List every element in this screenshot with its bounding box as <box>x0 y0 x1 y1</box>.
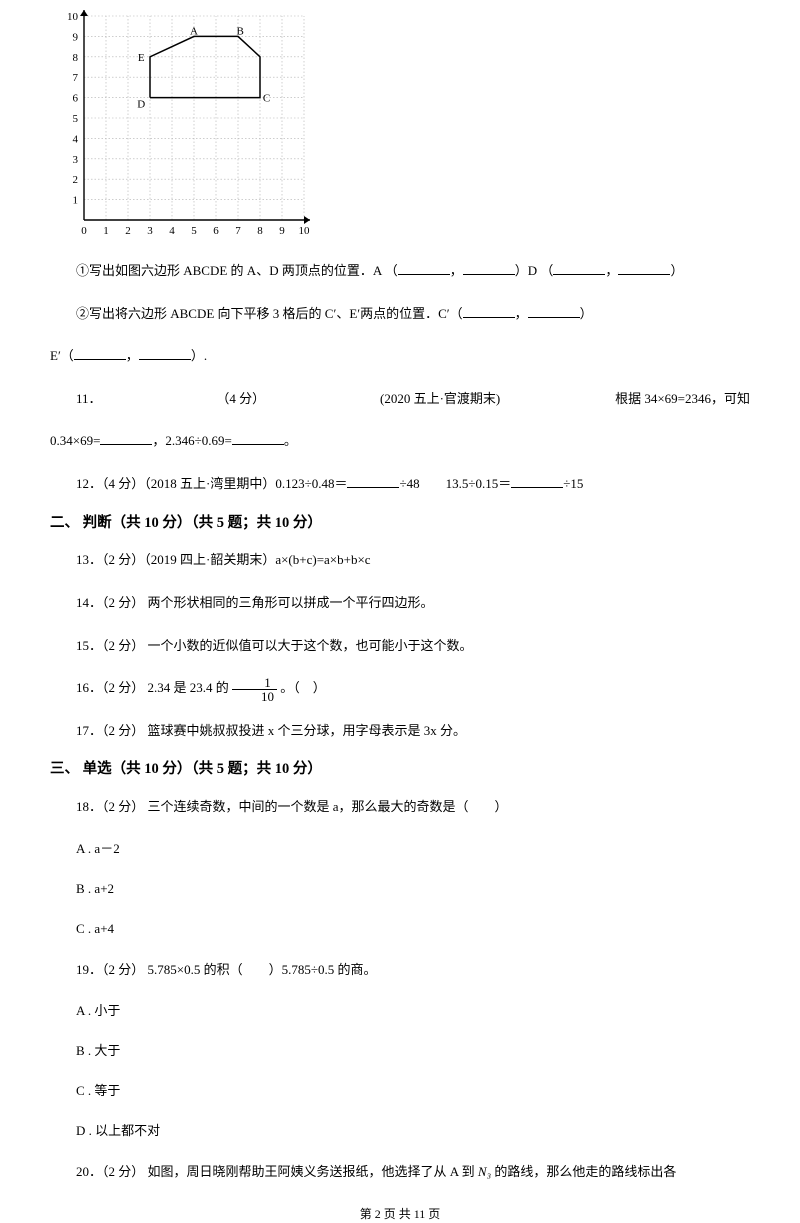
svg-text:6: 6 <box>213 225 219 237</box>
q17: 17．（2 分） 篮球赛中姚叔叔投进 x 个三分球，用字母表示是 3x 分。 <box>50 717 750 746</box>
q11-line1: 11． （4 分） (2020 五上·官渡期末) 根据 34×69=2346，可… <box>50 385 750 414</box>
q11-line2: 0.34×69= ，2.346÷0.69= 。 <box>50 427 750 456</box>
q19-optB: B . 大于 <box>50 1038 750 1064</box>
q20-pre: 20．（2 分） 如图，周日晓刚帮助王阿姨义务送报纸，他选择了从 A 到 <box>76 1164 478 1179</box>
svg-text:9: 9 <box>73 31 79 43</box>
blank <box>618 261 670 275</box>
svg-text:6: 6 <box>73 93 79 105</box>
period: ）. <box>191 348 207 363</box>
svg-text:3: 3 <box>73 154 79 166</box>
q10-e: E′（ <box>50 348 74 363</box>
numerator: 1 <box>232 676 277 690</box>
q13: 13．（2 分）（2019 四上·韶关期末）a×(b+c)=a×b+b×c <box>50 546 750 575</box>
q19-stem: 19．（2 分） 5.785×0.5 的积（ ）5.785÷0.5 的商。 <box>50 956 750 985</box>
q11-2b: ，2.346÷0.69= <box>152 433 231 448</box>
q12-pre: 12．（4 分）（2018 五上·湾里期中）0.123÷0.48＝ <box>76 476 347 491</box>
svg-text:4: 4 <box>73 133 79 145</box>
q10-2-pre: ②写出将六边形 ABCDE 向下平移 3 格后的 C′、E′两点的位置．C′（ <box>76 306 463 321</box>
q12-end: ÷15 <box>563 476 583 491</box>
q11-src: (2020 五上·官渡期末) <box>380 385 500 414</box>
q18-optB: B . a+2 <box>50 876 750 902</box>
q12-line: 12．（4 分）（2018 五上·湾里期中）0.123÷0.48＝ ÷48 13.… <box>50 470 750 499</box>
blank <box>347 474 399 488</box>
blank <box>463 261 515 275</box>
svg-text:7: 7 <box>73 72 79 84</box>
q15: 15．（2 分） 一个小数的近似值可以大于这个数，也可能小于这个数。 <box>50 632 750 661</box>
q20-stem: 20．（2 分） 如图，周日晓刚帮助王阿姨义务送报纸，他选择了从 A 到 N₃ … <box>50 1158 750 1187</box>
paren: ） <box>580 306 593 321</box>
svg-text:1: 1 <box>73 195 79 207</box>
coordinate-chart: 0 1 2 3 4 5 6 7 8 9 10 1 2 3 4 5 6 7 8 9 10 A B C D E <box>60 10 750 245</box>
q10-d: ）D （ <box>515 263 554 278</box>
q20-post: 的路线，那么他走的路线标出各 <box>491 1164 676 1179</box>
q18-optC: C . a+4 <box>50 916 750 942</box>
q10-line2: ②写出将六边形 ABCDE 向下平移 3 格后的 C′、E′两点的位置．C′（ ，… <box>50 300 750 329</box>
q14: 14．（2 分） 两个形状相同的三角形可以拼成一个平行四边形。 <box>50 589 750 618</box>
q11-2c: 。 <box>284 433 297 448</box>
q11-2a: 0.34×69= <box>50 433 100 448</box>
q12-mid: ÷48 13.5÷0.15＝ <box>399 476 511 491</box>
blank <box>100 431 152 445</box>
svg-text:10: 10 <box>67 11 79 23</box>
svg-text:10: 10 <box>299 225 311 237</box>
paren: ） <box>670 263 683 278</box>
q18-optA: A . a－2 <box>50 836 750 862</box>
q11-text: 根据 34×69=2346，可知 <box>615 385 750 414</box>
q18-stem: 18．（2 分） 三个连续奇数，中间的一个数是 a，那么最大的奇数是（ ） <box>50 793 750 822</box>
blank <box>553 261 605 275</box>
q19-optD: D . 以上都不对 <box>50 1118 750 1144</box>
q10-line3: E′（ ， ）. <box>50 342 750 371</box>
q16-pre: 16．（2 分） 2.34 是 23.4 的 <box>76 680 232 695</box>
q16-post: 。（ ） <box>277 680 326 695</box>
q10-1-pre: ①写出如图六边形 ABCDE 的 A、D 两顶点的位置．A （ <box>76 263 398 278</box>
svg-text:E: E <box>138 52 145 64</box>
comma: ， <box>515 306 528 321</box>
q19-optA: A . 小于 <box>50 998 750 1024</box>
svg-text:4: 4 <box>169 225 175 237</box>
blank <box>74 346 126 360</box>
blank <box>139 346 191 360</box>
comma: ， <box>605 263 618 278</box>
svg-text:7: 7 <box>235 225 241 237</box>
svg-text:B: B <box>237 25 244 37</box>
svg-text:1: 1 <box>103 225 109 237</box>
svg-text:9: 9 <box>279 225 285 237</box>
svg-text:0: 0 <box>81 225 87 237</box>
svg-text:8: 8 <box>73 52 79 64</box>
blank <box>398 261 450 275</box>
svg-text:A: A <box>190 25 198 37</box>
q11-num: 11． <box>50 385 102 414</box>
q19-optC: C . 等于 <box>50 1078 750 1104</box>
svg-text:3: 3 <box>147 225 153 237</box>
svg-text:D: D <box>137 99 145 111</box>
svg-text:2: 2 <box>73 174 79 186</box>
q11-pts: （4 分） <box>216 385 265 414</box>
comma: ， <box>450 263 463 278</box>
svg-text:2: 2 <box>125 225 131 237</box>
q20-n3: N₃ <box>478 1164 491 1179</box>
section3-header: 三、 单选（共 10 分）（共 5 题；共 10 分） <box>50 759 750 781</box>
blank <box>528 304 580 318</box>
section2-header: 二、 判断（共 10 分）（共 5 题；共 10 分） <box>50 513 750 535</box>
q10-line1: ①写出如图六边形 ABCDE 的 A、D 两顶点的位置．A （ ， ）D （ ， ） <box>50 257 750 286</box>
svg-text:C: C <box>263 93 270 105</box>
comma: ， <box>126 348 139 363</box>
denominator: 10 <box>232 690 277 703</box>
chart-svg: 0 1 2 3 4 5 6 7 8 9 10 1 2 3 4 5 6 7 8 9 10 A B C D E <box>60 10 310 245</box>
q16: 16．（2 分） 2.34 是 23.4 的 110 。（ ） <box>50 674 750 703</box>
svg-text:8: 8 <box>257 225 263 237</box>
blank <box>511 474 563 488</box>
svg-text:5: 5 <box>191 225 197 237</box>
blank <box>463 304 515 318</box>
svg-text:5: 5 <box>73 113 79 125</box>
page-footer: 第 2 页 共 11 页 <box>50 1205 750 1223</box>
blank <box>232 431 284 445</box>
fraction-1-10: 110 <box>232 676 277 703</box>
